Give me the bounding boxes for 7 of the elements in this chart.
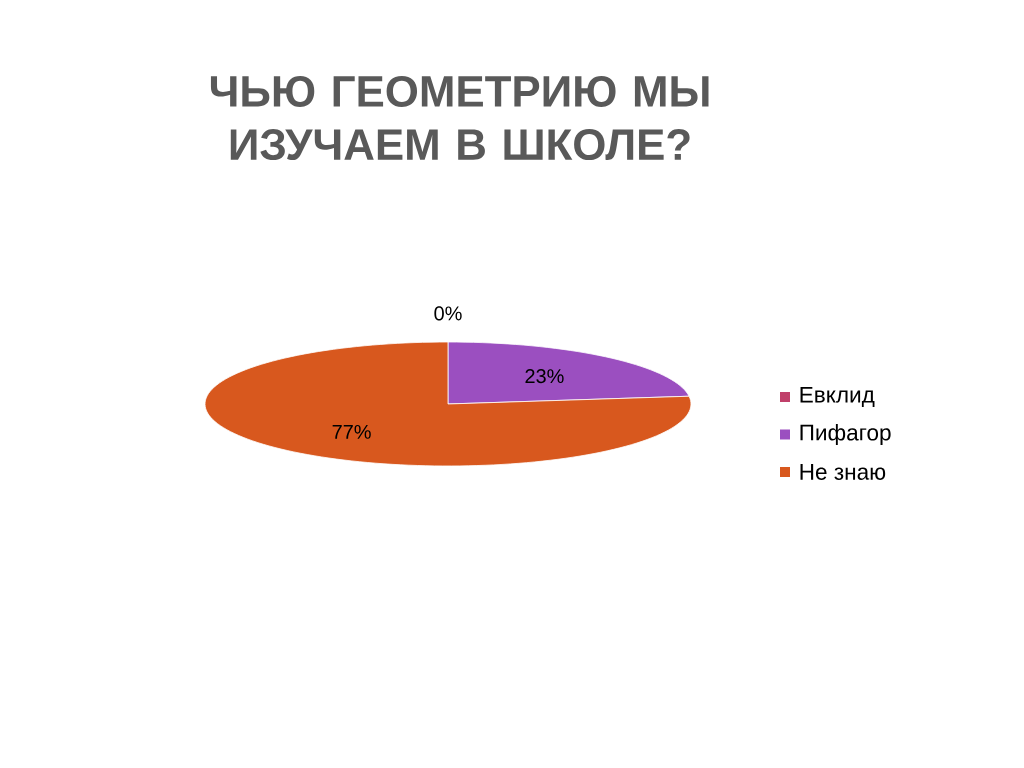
text: 0% [434, 306, 462, 321]
legend-label: Пифагор [800, 423, 891, 446]
chart-title: ЧЬЮ ГЕОМЕТРИЮ МЫ ИЗУЧАЕМ В ШКОЛЕ? [210, 75, 709, 161]
legend-label: Не знаю [800, 464, 886, 480]
data-label: 77% [332, 424, 371, 439]
data-label: 23% [525, 369, 564, 384]
legend-label: Евклид [800, 386, 875, 408]
